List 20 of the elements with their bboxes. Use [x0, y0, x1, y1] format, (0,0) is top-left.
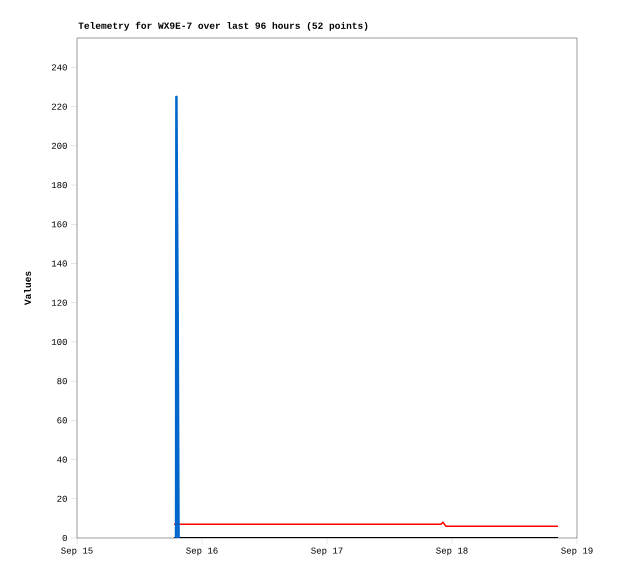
y-tick-label: 40 [57, 456, 67, 463]
y-tick-label: 60 [57, 417, 67, 424]
y-tick-label: 120 [52, 300, 67, 306]
y-tick-label: 20 [57, 496, 67, 502]
y-tick-label: 140 [52, 260, 67, 267]
x-tick-label: Sep 16 [186, 548, 218, 556]
y-tick-label: 0 [62, 534, 67, 542]
y-tick-label: 180 [52, 182, 67, 188]
x-tick-label: Sep 19 [561, 548, 593, 556]
chart-title: Telemetry for WX9E-7 over last 96 hours (52 points) [78, 22, 368, 31]
y-tick-label: 240 [52, 64, 67, 70]
y-tick-label: 200 [52, 142, 67, 149]
y-tick-label: 100 [52, 338, 67, 345]
y-tick-label: 220 [52, 104, 67, 110]
x-tick-label: Sep 15 [61, 548, 93, 556]
x-tick-label: Sep 17 [311, 548, 343, 556]
y-axis-title: Values [24, 271, 31, 306]
y-tick-label: 80 [57, 378, 67, 384]
x-tick-label: Sep 18 [436, 548, 468, 556]
y-tick-label: 160 [52, 221, 67, 228]
